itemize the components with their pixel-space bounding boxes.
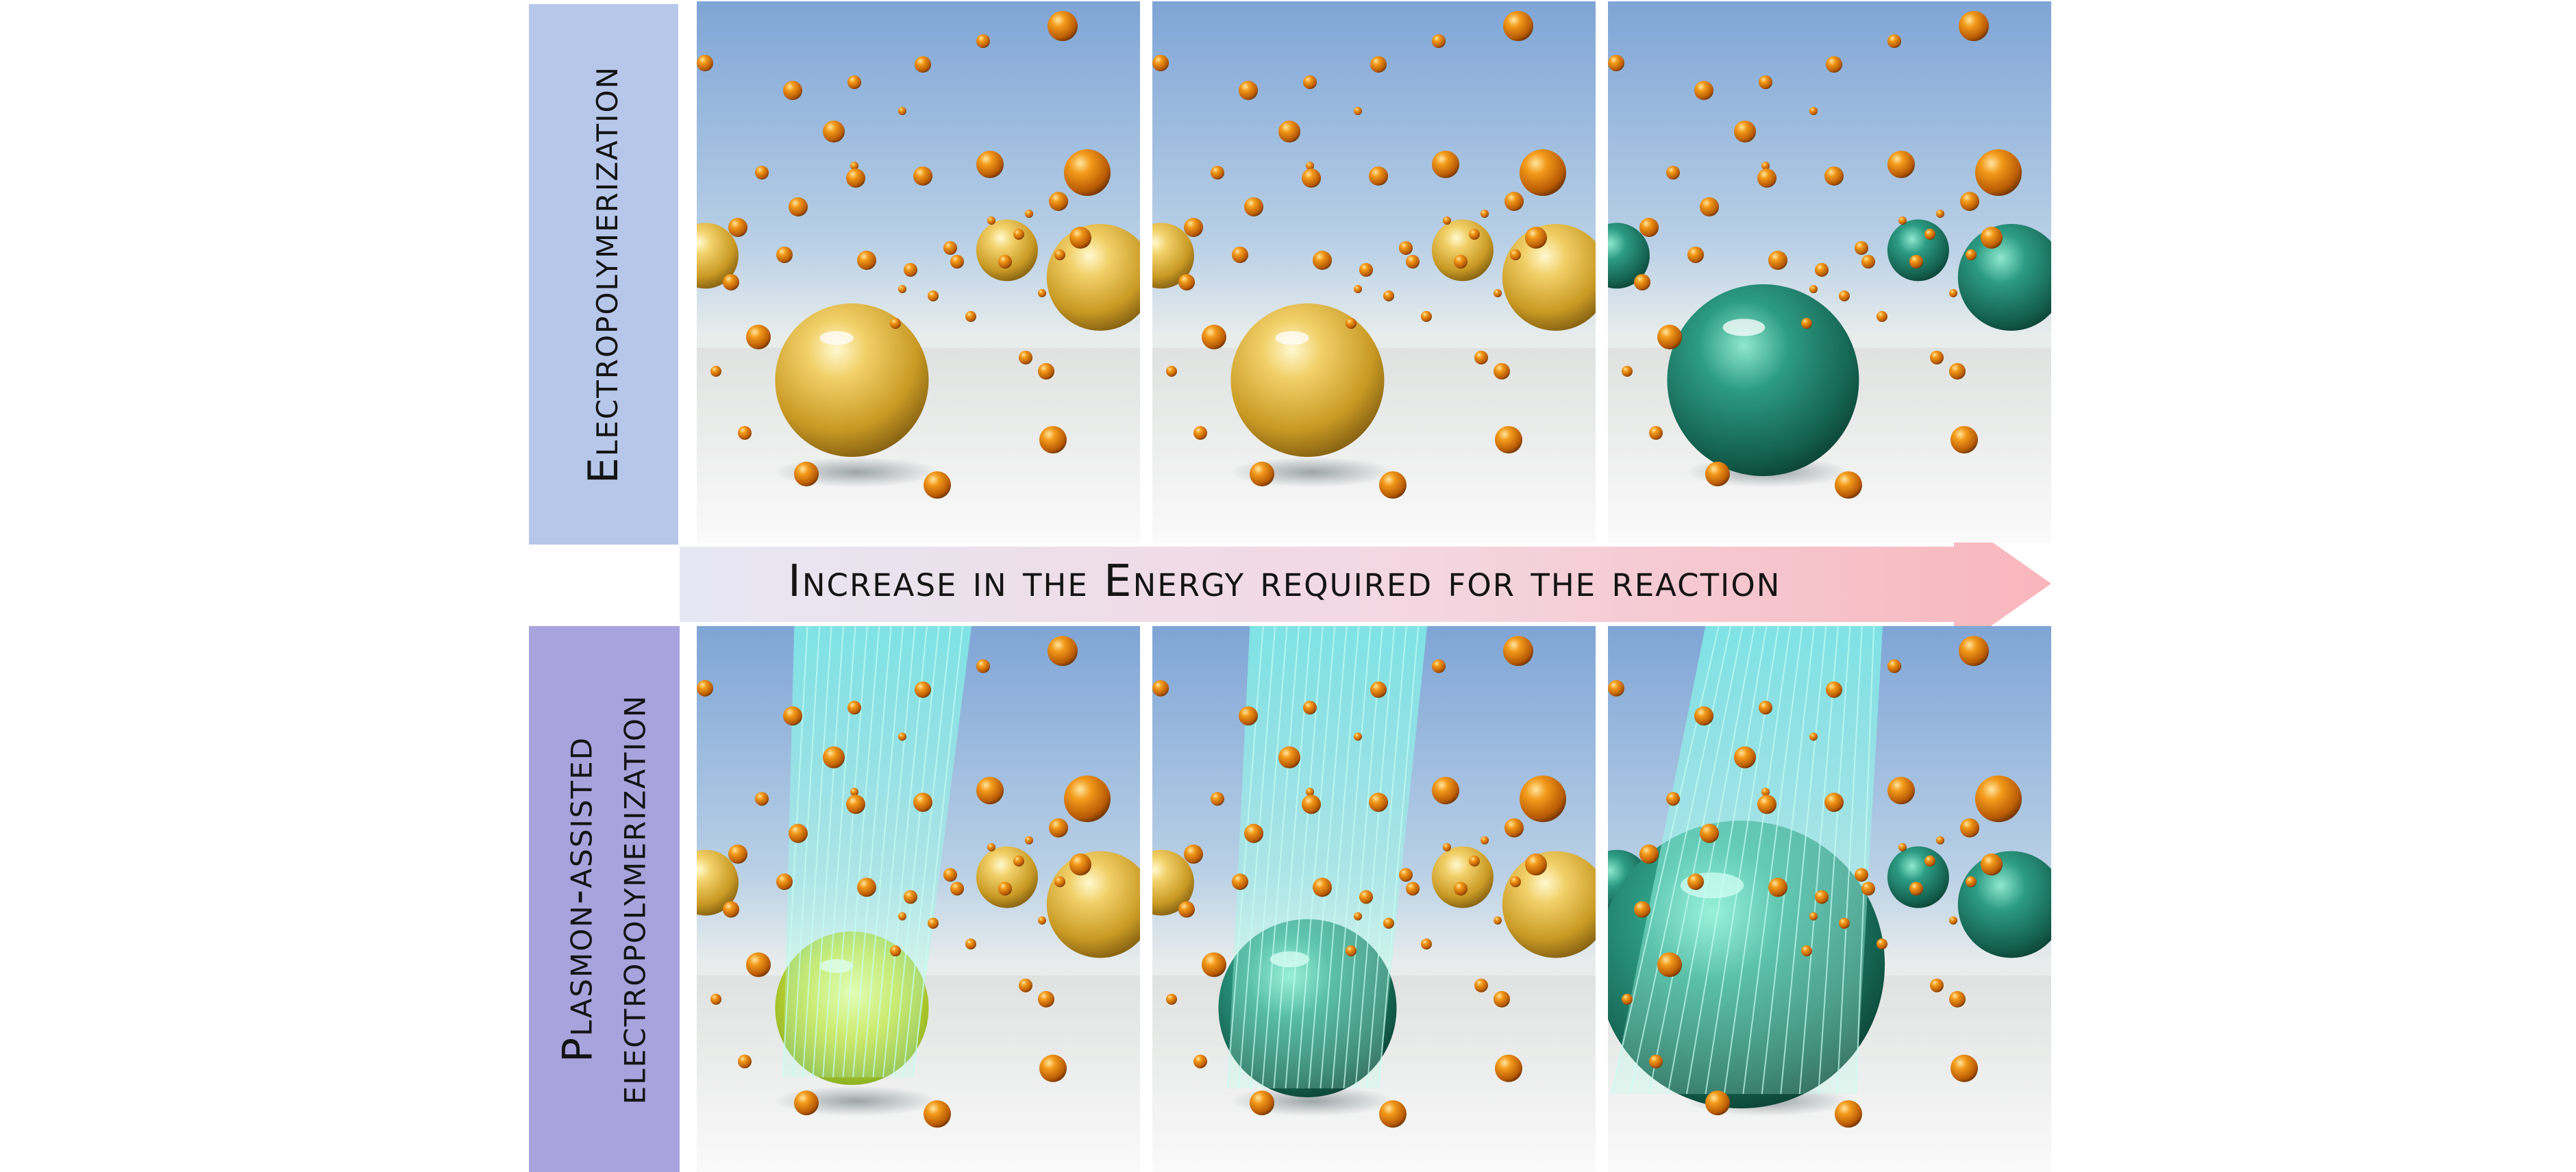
energy-arrow-label: Increase in the Energy required for the … <box>788 556 1781 607</box>
row-label-line-2: electropolymerization <box>607 694 656 1104</box>
row-label-electropolymerization: Electropolymerization <box>529 4 678 545</box>
scene-panel-top-3 <box>1608 1 2051 543</box>
row-label-plasmon-assisted-text: Plasmon-assisted electropolymerization <box>551 694 658 1104</box>
row-label-electropolymerization-text: Electropolymerization <box>580 65 628 484</box>
scene-panel-bottom-2 <box>1152 626 1596 1172</box>
row-label-plasmon-assisted: Plasmon-assisted electropolymerization <box>529 626 680 1172</box>
scene-panel-bottom-3 <box>1608 626 2051 1172</box>
row-label-line-1: Plasmon-assisted <box>554 736 602 1062</box>
energy-arrow <box>680 543 2051 626</box>
scene-panel-top-1 <box>697 1 1140 543</box>
scene-panel-top-2 <box>1152 1 1596 543</box>
scene-panel-bottom-1 <box>697 626 1140 1172</box>
